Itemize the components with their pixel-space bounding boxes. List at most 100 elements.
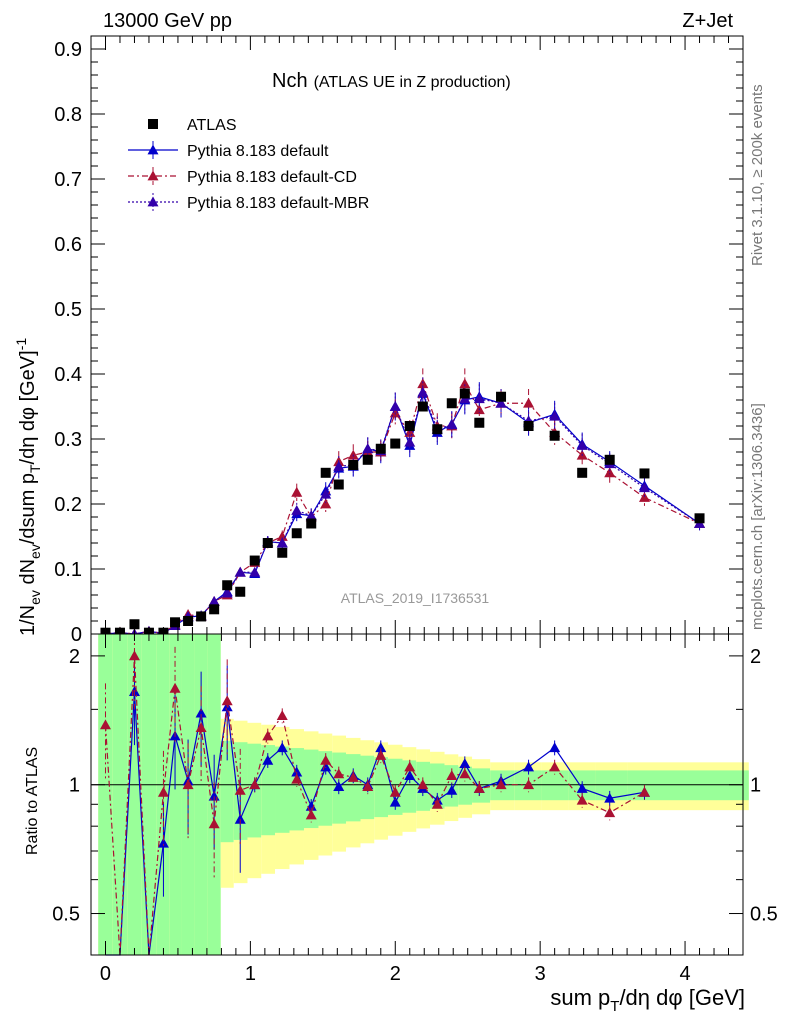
series-point	[305, 510, 317, 521]
series-point	[446, 419, 458, 430]
ratio-tick-label-right: 1	[750, 775, 761, 797]
atlas-point	[404, 421, 415, 431]
ratio-band-inner	[141, 634, 157, 955]
ratio-band-inner	[541, 770, 569, 801]
ratio-point	[459, 768, 471, 779]
ratio-point	[305, 809, 317, 820]
ratio-point	[169, 682, 181, 693]
ratio-band-inner	[169, 634, 182, 955]
ratio-point	[417, 779, 429, 790]
series-point	[638, 482, 650, 493]
ratio-line	[105, 691, 645, 956]
atlas-point	[291, 528, 302, 539]
atlas-point	[375, 443, 386, 454]
energy-label: 13000 GeV pp	[103, 10, 232, 32]
ratio-point	[157, 786, 169, 797]
ratio-band-inner	[127, 634, 142, 955]
ratio-point	[234, 784, 246, 795]
series-point	[404, 436, 416, 447]
ratio-point	[459, 758, 471, 769]
ratio-point	[195, 722, 207, 732]
ratio-point	[638, 786, 650, 797]
legend: ATLAS Pythia 8.183 default Pythia 8.183 de…	[128, 117, 369, 212]
legend-label: Pythia 8.183 default-CD	[187, 169, 357, 186]
legend-label: Pythia 8.183 default	[187, 143, 329, 160]
atlas-point	[432, 424, 443, 435]
atlas-point	[306, 518, 317, 529]
y-tick-label: 0	[71, 624, 82, 646]
ratio-point	[262, 754, 274, 765]
atlas-point	[170, 617, 181, 628]
side-label-mcplots: mcplots.cern.ch [arXiv:1306.3436]	[749, 403, 766, 630]
ratio-point	[549, 761, 561, 772]
atlas-point	[474, 417, 485, 428]
y-tick-label: 0.8	[54, 104, 82, 126]
ratio-point	[375, 750, 387, 760]
atlas-point	[390, 438, 401, 449]
atlas-point	[459, 388, 470, 399]
ratio-tick-label: 0.5	[52, 904, 80, 926]
atlas-point	[235, 586, 246, 597]
ratio-point	[404, 761, 416, 772]
x-tick-label: 2	[390, 963, 401, 985]
ratio-point	[291, 773, 303, 784]
series-point	[523, 397, 535, 408]
atlas-point	[277, 547, 288, 558]
atlas-point	[129, 619, 140, 630]
atlas-point	[320, 467, 331, 478]
atlas-point	[333, 479, 344, 490]
ratio-band-inner	[627, 770, 673, 801]
ratio-point	[157, 837, 169, 848]
series-point	[276, 537, 288, 548]
x-axis-title: sum pT/dη dφ [GeV]	[550, 985, 745, 1015]
atlas-point	[348, 460, 359, 470]
ratio-point	[431, 798, 443, 809]
ratio-tick-label: 1	[69, 775, 80, 797]
series-point	[276, 531, 288, 541]
ratio-point	[99, 719, 111, 730]
ratio-point	[523, 761, 535, 772]
legend-label: Pythia 8.183 default-MBR	[187, 195, 369, 212]
series-point	[459, 378, 471, 389]
ratio-band-inner	[261, 745, 276, 836]
side-label-rivet: Rivet 3.1.10, ≥ 200k events	[749, 84, 766, 266]
atlas-point	[604, 454, 615, 465]
y-tick-label: 0.7	[54, 169, 82, 191]
ratio-frame	[90, 633, 744, 956]
ratio-band-inner	[275, 746, 290, 833]
ratio-band-inner	[289, 748, 304, 831]
y-tick-label: 0.4	[54, 364, 82, 386]
ratio-point	[195, 707, 207, 718]
ratio-band-inner	[346, 754, 361, 822]
ratio-point	[347, 771, 359, 782]
legend-marker-atlas	[148, 119, 158, 129]
series-point	[389, 401, 401, 411]
ratio-point	[234, 813, 246, 824]
ratio-point	[276, 710, 288, 721]
x-tick-label: 0	[100, 963, 111, 985]
atlas-point	[249, 555, 260, 566]
ratio-point	[389, 786, 401, 797]
y-axis-title: 1/Nev dNev/dsum pT/dη dφ [GeV]-1	[13, 338, 43, 636]
x-tick-label: 3	[535, 963, 546, 985]
ratio-point	[389, 796, 401, 807]
series-point	[576, 440, 588, 450]
ratio-point	[576, 794, 588, 805]
atlas-point	[523, 421, 534, 431]
atlas-point	[639, 468, 650, 479]
ratio-band-inner	[220, 740, 234, 843]
ratio-point	[333, 768, 345, 779]
ratio-point	[604, 792, 616, 803]
ratio-band-inner	[374, 757, 389, 818]
ratio-point	[576, 782, 588, 793]
y-tick-label: 0.1	[54, 559, 82, 581]
ratio-point	[446, 784, 458, 795]
ratio-point	[549, 742, 561, 753]
atlas-point	[183, 616, 194, 626]
ratio-tick-label-right: 0.5	[750, 904, 778, 926]
ratio-point	[291, 766, 303, 777]
ratio-point	[221, 695, 233, 706]
ratio-tick-label: 2	[69, 646, 80, 668]
ratio-point	[262, 730, 274, 741]
